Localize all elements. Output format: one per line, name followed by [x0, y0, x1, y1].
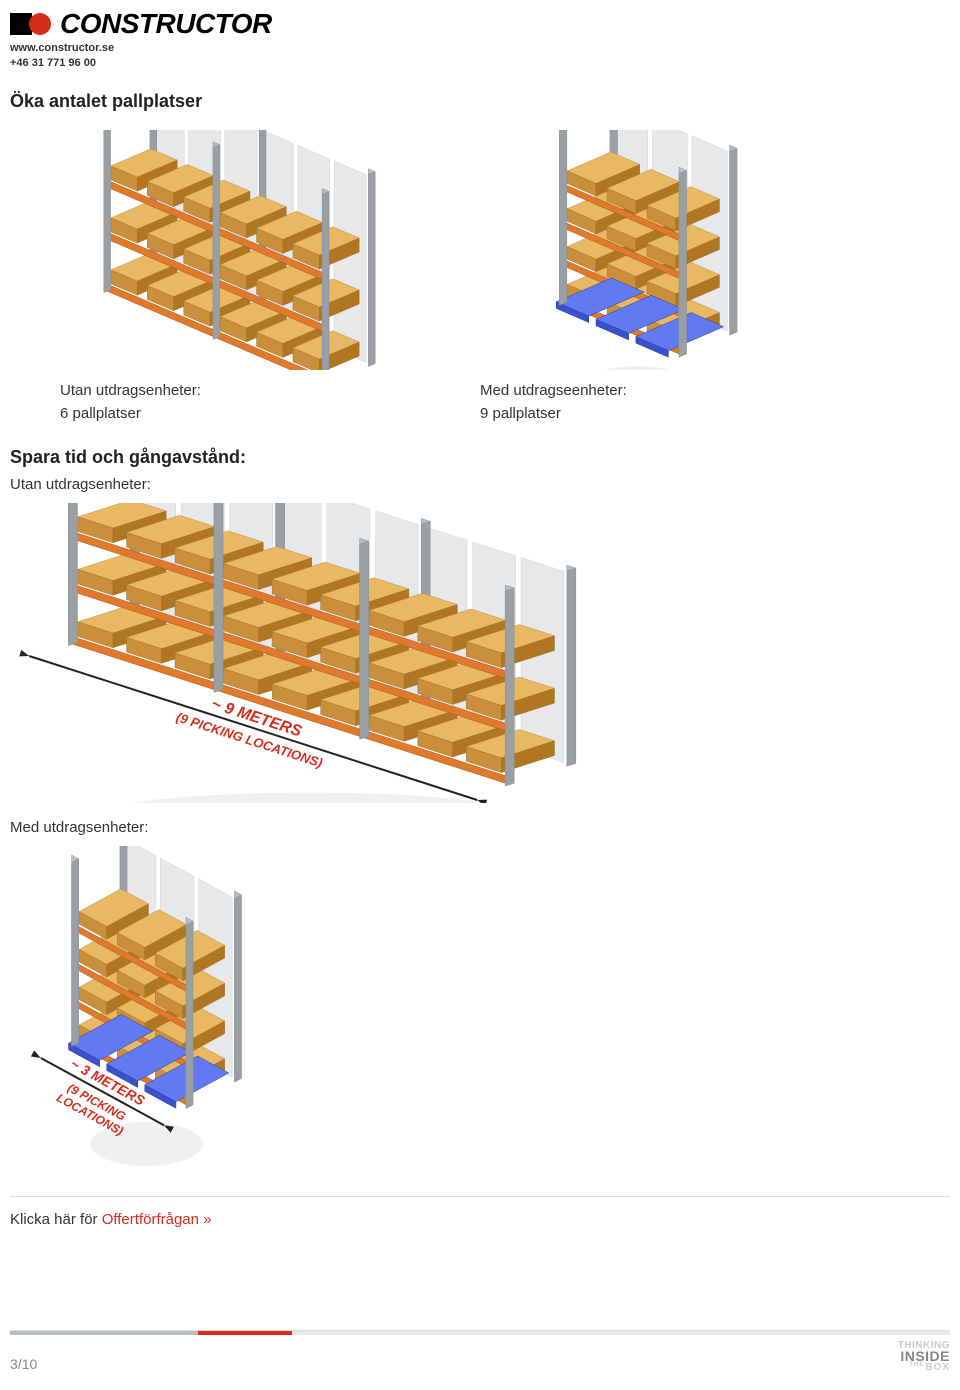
left-caption-2: 6 pallplatser — [60, 403, 420, 426]
page-header: CONSTRUCTOR www.constructor.se +46 31 77… — [10, 8, 950, 69]
website-text: www.constructor.se — [10, 42, 950, 54]
logo: CONSTRUCTOR — [10, 8, 950, 40]
brand-name: CONSTRUCTOR — [60, 8, 272, 40]
rack-long-image: ~ 9 METERS(9 PICKING LOCATIONS) — [10, 503, 770, 803]
right-caption-1: Med utdragseenheter: — [480, 380, 820, 403]
offer-link-prefix: Klicka här för — [10, 1211, 102, 1228]
rack-right-image — [480, 130, 820, 370]
rack-left-image — [60, 130, 420, 370]
footer-progress — [10, 1331, 950, 1335]
tagline-3: THEBOX — [898, 1363, 950, 1372]
section1-row: Utan utdragsenheter: 6 pallplatser Med u… — [60, 130, 950, 425]
offer-link-anchor[interactable]: Offertförfrågan » — [102, 1211, 212, 1228]
section1-left: Utan utdragsenheter: 6 pallplatser — [60, 130, 420, 425]
footer-tagline: THINKING INSIDE THEBOX — [898, 1341, 950, 1372]
section2-sub1: Utan utdragsenheter: — [10, 476, 950, 493]
page-total: 10 — [22, 1356, 38, 1372]
section2-heading: Spara tid och gångavstånd: — [10, 447, 950, 468]
rack-tall-image: ~ 3 METERS(9 PICKINGLOCATIONS) — [10, 846, 330, 1166]
page-current: 3 — [10, 1356, 18, 1372]
right-caption-2: 9 pallplatser — [480, 403, 820, 426]
page-number: 3/10 — [10, 1356, 37, 1372]
offer-link-row: Klicka här för Offertförfrågan » — [10, 1196, 950, 1229]
section1-right: Med utdragseenheter: 9 pallplatser — [480, 130, 820, 425]
section2-sub2: Med utdragsenheter: — [10, 819, 950, 836]
logo-icon — [10, 11, 54, 37]
offer-link[interactable]: Klicka här för Offertförfrågan » — [10, 1211, 212, 1228]
phone-text: +46 31 771 96 00 — [10, 57, 950, 69]
section1-heading: Öka antalet pallplatser — [10, 91, 950, 112]
page-footer: 3/10 THINKING INSIDE THEBOX — [10, 1330, 950, 1372]
left-caption-1: Utan utdragsenheter: — [60, 380, 420, 403]
